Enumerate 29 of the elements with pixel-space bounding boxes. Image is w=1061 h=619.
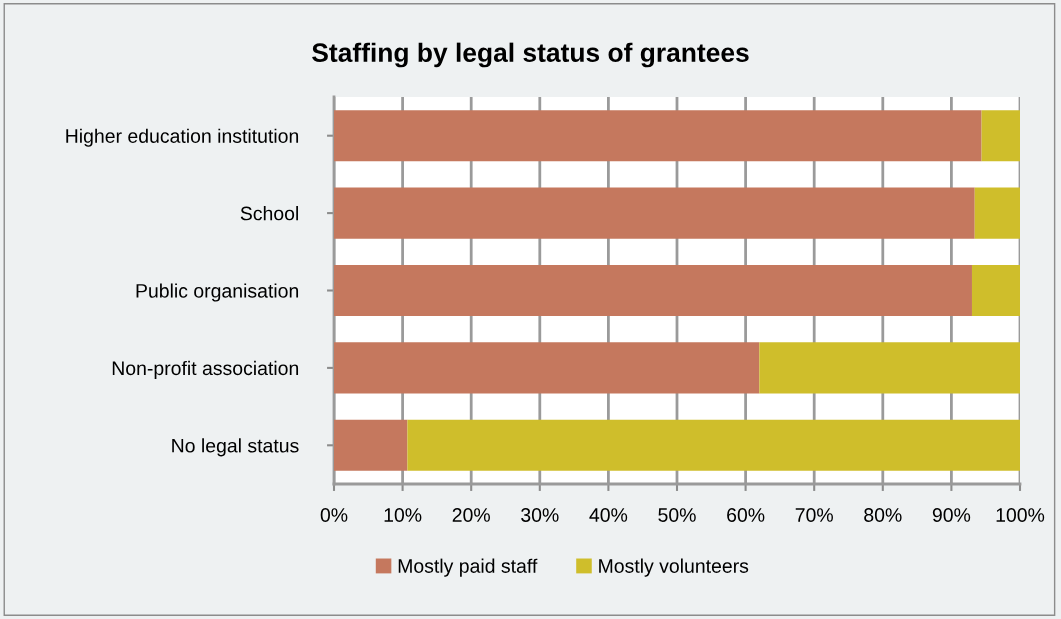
x-tick-label: 70% [795, 508, 833, 522]
bar [974, 187, 1020, 239]
x-tick-label: 60% [727, 508, 765, 522]
legend-label: Mostly volunteers [599, 558, 749, 577]
y-tick-label: Public organisation [136, 283, 299, 302]
legend-label: Mostly paid staff [398, 558, 538, 577]
y-tick-label: Non-profit association [112, 360, 299, 379]
bar [971, 264, 1020, 317]
bar [759, 342, 1020, 394]
x-tick-label: 30% [521, 508, 559, 522]
bar [334, 342, 760, 394]
y-tick-label: School [240, 206, 298, 221]
bar [334, 187, 975, 239]
x-tick-label: 80% [864, 508, 902, 522]
y-tick-label: No legal status [172, 438, 299, 457]
bar [334, 264, 972, 317]
bar [334, 110, 982, 162]
bar [407, 419, 1020, 471]
x-tick-label: 40% [589, 508, 628, 522]
x-tick-label: 100% [996, 508, 1045, 522]
x-tick-label: 20% [452, 508, 490, 522]
y-tick-label: Higher education institution [66, 128, 299, 147]
x-tick-label: 90% [932, 508, 971, 522]
x-tick-label: 50% [658, 508, 696, 522]
bar [981, 110, 1020, 162]
x-tick-label: 0% [320, 508, 348, 522]
chart-title: Staffing by legal status of grantees [312, 42, 749, 68]
bar [334, 419, 408, 471]
x-tick-label: 10% [384, 508, 422, 522]
